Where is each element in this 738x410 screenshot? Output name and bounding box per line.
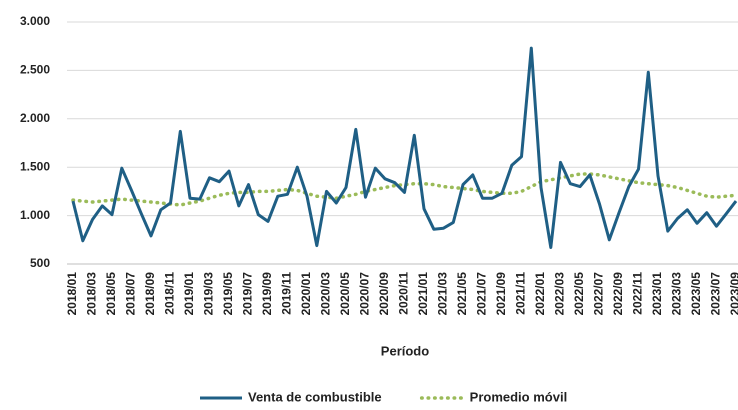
- x-tick-label: 2020/05: [338, 272, 352, 316]
- y-tick-label: 2.000: [20, 111, 50, 125]
- x-tick-label: 2019/03: [202, 272, 216, 316]
- x-tick-label: 2020/03: [319, 272, 333, 316]
- y-tick-label: 2.500: [20, 63, 50, 77]
- x-tick-label: 2018/09: [143, 272, 157, 316]
- x-tick-label: 2020/11: [397, 272, 411, 315]
- x-tick-label: 2023/05: [689, 272, 703, 316]
- x-tick-label: 2022/01: [533, 272, 547, 316]
- x-tick-label: 2022/09: [611, 272, 625, 316]
- y-tick-label: 1.500: [20, 159, 50, 173]
- x-tick-label: 2022/03: [553, 272, 567, 316]
- x-tick-label: 2018/05: [104, 272, 118, 316]
- x-tick-label: 2021/09: [494, 272, 508, 316]
- x-tick-label: 2021/07: [475, 272, 489, 316]
- x-tick-label: 2022/07: [592, 272, 606, 316]
- x-tick-label: 2022/11: [631, 272, 645, 315]
- x-tick-label: 2020/01: [299, 272, 313, 316]
- x-tick-label: 2021/03: [436, 272, 450, 316]
- x-axis-title: Período: [381, 343, 429, 358]
- x-tick-label: 2023/07: [709, 272, 723, 316]
- y-tick-label: 1.000: [20, 208, 50, 222]
- x-tick-label: 2019/05: [221, 272, 235, 316]
- x-tick-label: 2020/09: [377, 272, 391, 316]
- x-tick-label: 2021/05: [455, 272, 469, 316]
- x-tick-label: 2021/11: [514, 272, 528, 315]
- y-tick-label: 3.000: [20, 14, 50, 28]
- x-tick-label: 2019/01: [182, 272, 196, 316]
- x-tick-label: 2019/09: [260, 272, 274, 316]
- x-tick-label: 2019/11: [280, 272, 294, 315]
- x-tick-label: 2020/07: [358, 272, 372, 316]
- x-tick-label: 2018/03: [85, 272, 99, 316]
- x-tick-label: 2018/11: [163, 272, 177, 315]
- line-series: [71, 172, 738, 207]
- x-tick-label: 2018/01: [65, 272, 79, 316]
- legend-label: Venta de combustible: [248, 389, 382, 404]
- x-tick-label: 2023/01: [650, 272, 664, 316]
- x-tick-label: 2018/07: [124, 272, 138, 316]
- x-tick-label: 2023/03: [670, 272, 684, 316]
- x-tick-label: 2022/05: [572, 272, 586, 316]
- x-tick-label: 2023/09: [728, 272, 738, 316]
- y-tick-label: 500: [30, 256, 50, 270]
- line-series: [71, 46, 738, 249]
- x-tick-label: 2021/01: [416, 272, 430, 316]
- x-tick-label: 2019/07: [241, 272, 255, 316]
- legend-label: Promedio móvil: [470, 389, 568, 404]
